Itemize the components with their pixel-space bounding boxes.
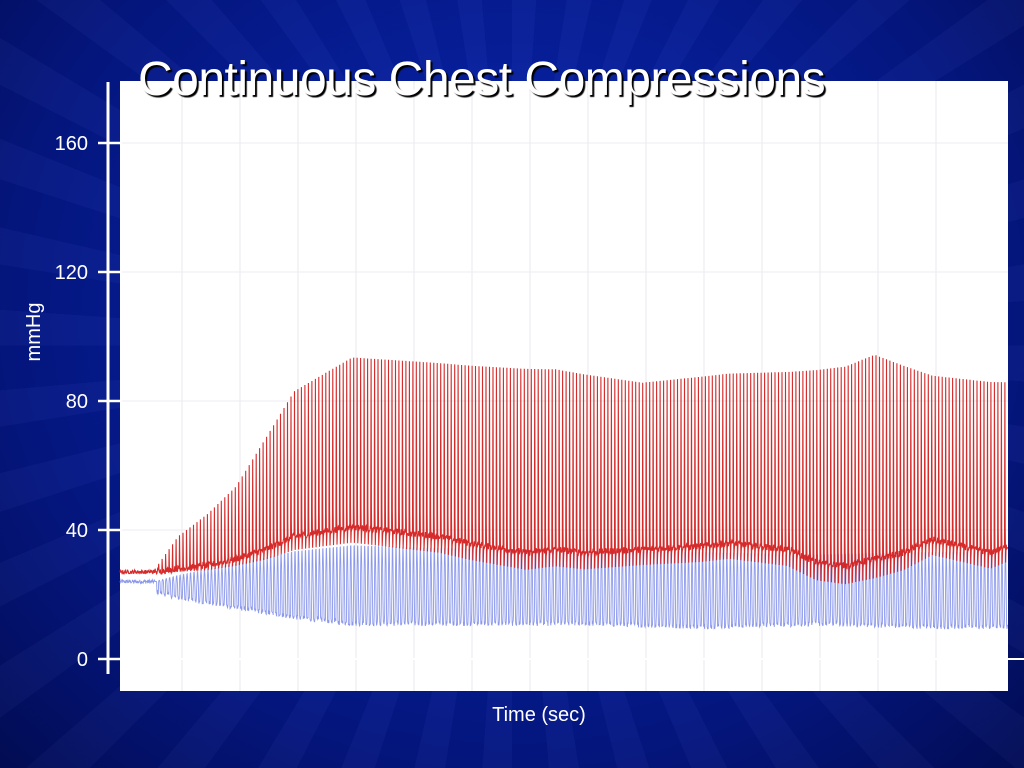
series-red-line (119, 355, 1009, 585)
axis-layer: 0 40 80 120 160 (55, 82, 1024, 674)
y-axis-label: mmHg (23, 303, 45, 362)
y-tick-label: 160 (55, 133, 88, 155)
x-axis-label: Time (sec) (492, 704, 586, 726)
y-tick-label: 0 (77, 649, 88, 671)
y-tick-label: 80 (66, 391, 88, 413)
series-layer (119, 355, 1009, 630)
slide-title: Continuous Chest Compressions (138, 53, 826, 106)
y-tick-label: 40 (66, 520, 88, 542)
y-tick-label: 120 (55, 262, 88, 284)
